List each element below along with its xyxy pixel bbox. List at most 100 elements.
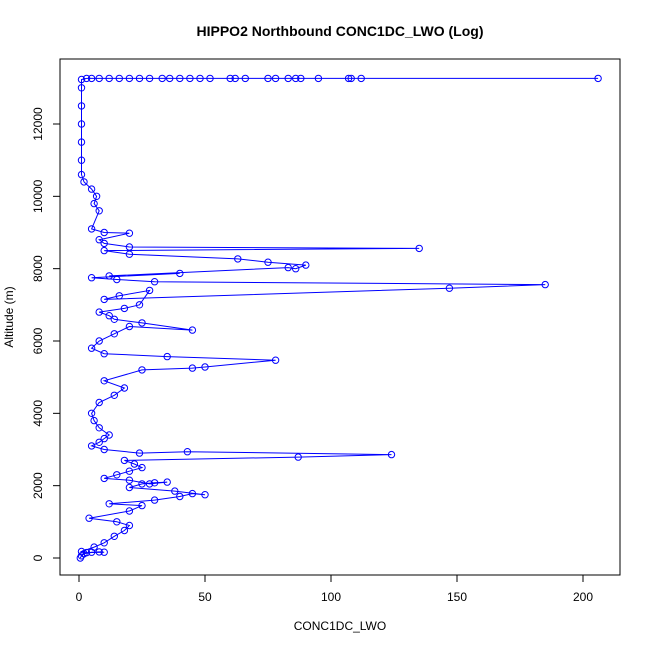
y-tick-label: 2000 xyxy=(31,472,45,499)
data-point xyxy=(125,521,134,530)
data-point xyxy=(158,74,166,83)
data-point xyxy=(125,74,134,83)
data-point xyxy=(166,74,174,83)
y-tick-label: 6000 xyxy=(31,327,45,354)
data-point xyxy=(292,265,300,273)
data-point xyxy=(77,120,86,128)
data-point xyxy=(95,308,103,316)
x-tick-label: 100 xyxy=(321,590,341,604)
data-point xyxy=(297,74,305,83)
data-point xyxy=(135,74,144,83)
series-path xyxy=(79,77,599,559)
data-point xyxy=(138,366,146,374)
data-point xyxy=(125,467,134,475)
data-point xyxy=(594,74,602,83)
data-point xyxy=(90,416,98,425)
data-point xyxy=(100,228,108,237)
x-tick-label: 200 xyxy=(573,590,593,604)
data-point xyxy=(100,377,108,385)
x-tick-label: 50 xyxy=(198,590,212,604)
data-point xyxy=(110,391,119,399)
data-point xyxy=(100,239,108,248)
data-point xyxy=(120,526,129,535)
data-point xyxy=(357,74,365,83)
data-point xyxy=(188,489,197,498)
data-point xyxy=(77,138,86,146)
x-tick-label: 0 xyxy=(76,590,83,604)
data-point xyxy=(113,518,121,526)
data-point xyxy=(100,445,108,454)
data-point xyxy=(125,483,134,492)
data-point xyxy=(226,74,234,83)
y-axis-label: Altitude (m) xyxy=(2,286,16,347)
data-point xyxy=(150,496,159,504)
data-point xyxy=(150,479,159,487)
data-point xyxy=(125,229,134,237)
data-point xyxy=(105,312,113,320)
data-point xyxy=(77,547,86,556)
data-point xyxy=(271,74,280,83)
data-point xyxy=(541,280,549,289)
data-point xyxy=(105,272,113,280)
data-point xyxy=(100,548,108,556)
data-point xyxy=(115,74,124,83)
data-point xyxy=(138,463,146,472)
data-point xyxy=(95,236,103,244)
data-point xyxy=(100,434,108,443)
data-point xyxy=(90,543,98,551)
data-point xyxy=(82,548,91,557)
data-point xyxy=(113,275,121,284)
data-point xyxy=(171,487,179,495)
data-point xyxy=(105,500,113,508)
data-point xyxy=(87,74,96,83)
plot-frame xyxy=(59,58,621,576)
data-point xyxy=(387,450,396,459)
data-point xyxy=(176,492,184,501)
data-point xyxy=(87,442,96,450)
data-point xyxy=(241,74,250,83)
data-point xyxy=(201,491,209,499)
data-point xyxy=(113,471,121,479)
data-point xyxy=(125,476,134,484)
y-tick-label: 8000 xyxy=(31,255,45,282)
data-point xyxy=(85,514,93,522)
data-point xyxy=(138,501,146,510)
y-tick-label: 0 xyxy=(31,554,45,561)
data-point xyxy=(135,449,144,457)
data-point xyxy=(294,453,302,461)
data-point xyxy=(145,480,154,488)
data-point xyxy=(186,74,194,83)
data-point xyxy=(231,74,239,83)
data-point xyxy=(188,364,197,372)
data-point xyxy=(100,246,108,255)
data-point xyxy=(302,261,310,269)
y-axis: 0 2000 4000 6000 8000 10000 12000 xyxy=(31,107,61,561)
data-point xyxy=(80,178,88,186)
data-point xyxy=(314,74,323,83)
data-point xyxy=(125,322,134,331)
data-point xyxy=(135,301,144,309)
data-point xyxy=(105,74,113,83)
data-point xyxy=(90,199,98,208)
data-point xyxy=(196,74,204,83)
x-tick-label: 150 xyxy=(447,590,467,604)
data-point xyxy=(95,74,103,83)
data-point xyxy=(77,102,86,110)
data-point xyxy=(82,74,91,83)
data-point xyxy=(176,74,184,83)
series-points xyxy=(76,74,602,562)
data-point xyxy=(284,263,292,272)
chart-title: HIPPO2 Northbound CONC1DC_LWO (Log) xyxy=(197,23,484,39)
data-point xyxy=(95,337,103,345)
data-point xyxy=(87,344,96,352)
series-line xyxy=(79,77,599,559)
data-point xyxy=(95,548,103,556)
data-point xyxy=(95,398,103,407)
data-point xyxy=(92,192,101,201)
data-point xyxy=(201,363,209,371)
data-point xyxy=(264,258,272,266)
data-point xyxy=(150,278,159,286)
data-point xyxy=(100,539,108,547)
y-tick-label: 10000 xyxy=(31,179,45,213)
